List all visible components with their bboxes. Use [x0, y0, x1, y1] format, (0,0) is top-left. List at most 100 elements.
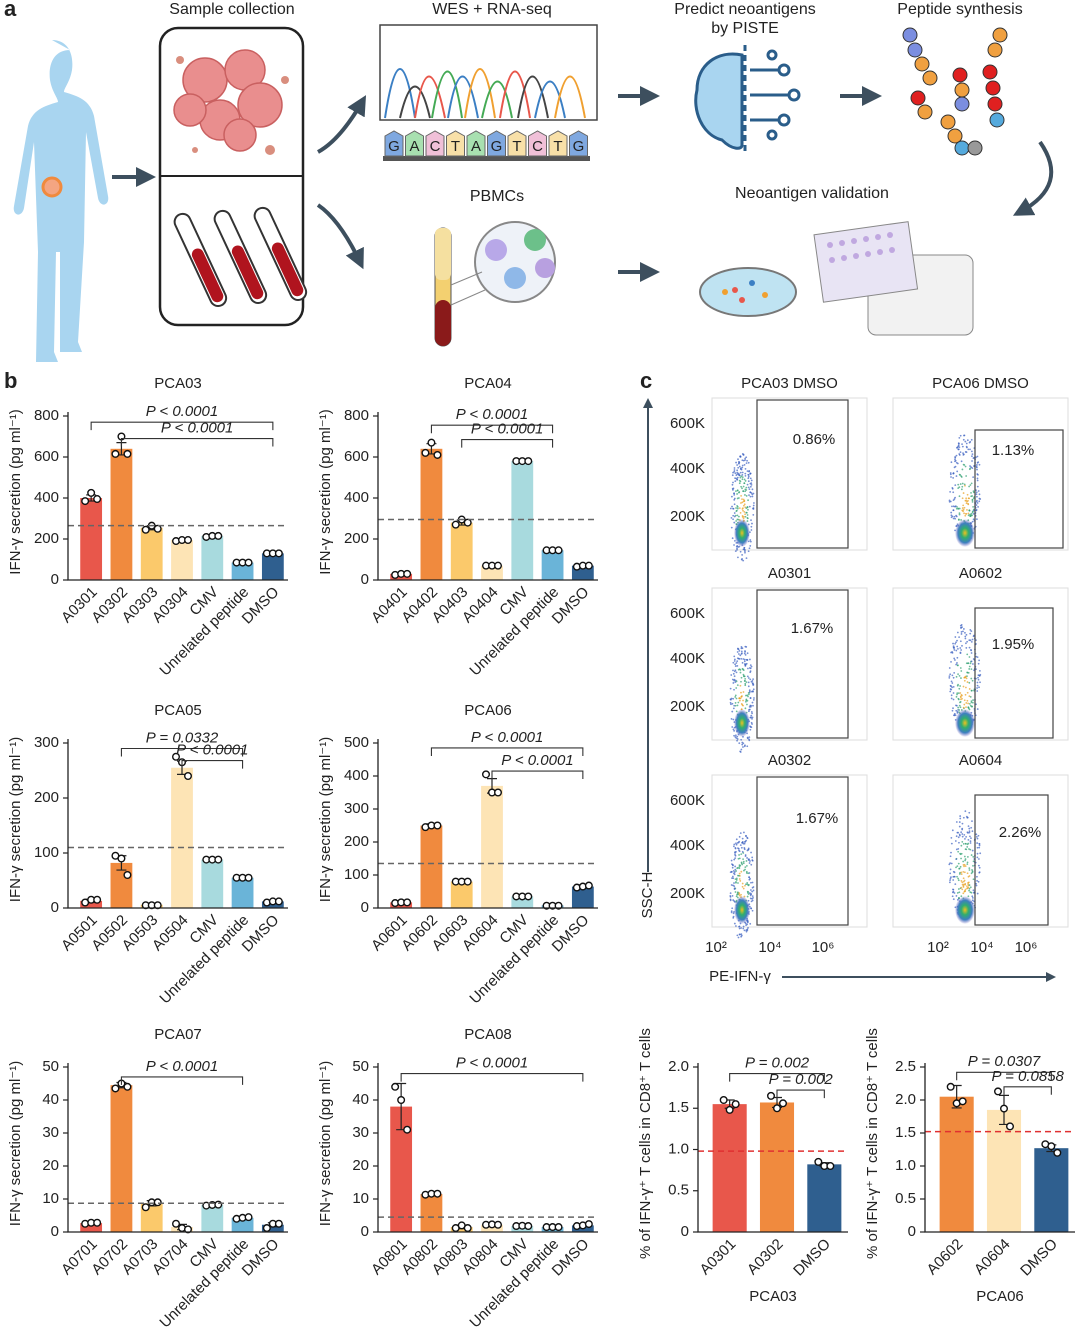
step-label: Neoantigen validation	[735, 185, 889, 202]
event-dot	[730, 526, 733, 529]
event-dot	[738, 649, 741, 652]
x-tick-label: DMSO	[1017, 1236, 1061, 1280]
event-dot	[964, 635, 967, 638]
y-tick-label: 40	[352, 1091, 369, 1108]
event-dot	[732, 518, 734, 521]
x-axis-label: PCA06	[976, 1288, 1024, 1305]
event-dot	[970, 652, 973, 654]
event-dot	[972, 491, 975, 494]
event-dot	[956, 506, 958, 508]
event-dot	[753, 502, 755, 504]
event-dot	[971, 455, 973, 458]
event-dot	[749, 728, 752, 731]
event-dot	[739, 654, 742, 657]
data-point	[946, 1082, 955, 1091]
event-dot	[959, 695, 962, 698]
event-dot	[747, 847, 750, 850]
event-dot	[952, 491, 955, 494]
bar	[420, 825, 443, 908]
event-dot	[959, 817, 962, 820]
event-dot	[963, 506, 966, 509]
event-dot	[948, 499, 951, 502]
event-dot	[735, 895, 738, 898]
event-dot	[742, 498, 745, 501]
event-dot	[957, 850, 960, 853]
event-dot	[971, 520, 974, 523]
event-dot	[748, 708, 750, 711]
event-dot	[748, 862, 751, 864]
data-point	[117, 854, 126, 863]
event-dot	[750, 483, 753, 486]
event-dot	[952, 698, 955, 701]
event-dot	[952, 505, 955, 508]
event-dot	[962, 892, 965, 895]
event-dot	[948, 676, 951, 679]
event-dot	[736, 704, 739, 707]
event-dot	[979, 498, 982, 500]
base-box	[446, 130, 465, 157]
event-dot	[740, 680, 742, 683]
event-dot	[750, 721, 753, 724]
gate	[756, 589, 849, 739]
event-dot	[976, 846, 979, 849]
event-dot	[957, 697, 960, 700]
event-dot	[733, 512, 736, 514]
event-dot	[738, 658, 741, 660]
significance-bracket	[430, 424, 554, 434]
data-point	[524, 892, 533, 901]
event-dot	[976, 842, 979, 844]
event-dot	[751, 495, 754, 498]
event-dot	[735, 879, 738, 881]
bar	[1034, 1148, 1069, 1232]
event-dot	[737, 648, 739, 650]
event-dot	[955, 649, 958, 652]
event-dot	[749, 705, 752, 708]
event-dot	[958, 867, 961, 870]
event-dot	[948, 863, 951, 866]
y-tick-label: 0	[361, 899, 369, 916]
event-dot	[736, 548, 738, 551]
event-dot	[741, 487, 743, 490]
event-dot	[738, 491, 741, 493]
y-tick-label: 400	[344, 767, 369, 784]
event-dot	[950, 680, 953, 683]
event-dot	[747, 499, 749, 502]
event-dot	[744, 550, 746, 553]
event-dot	[955, 848, 958, 851]
event-dot	[966, 885, 968, 888]
p-value: P = 0.0858	[991, 1068, 1064, 1085]
event-dot	[746, 895, 749, 898]
event-dot	[733, 871, 736, 873]
event-dot	[976, 468, 978, 471]
event-dot	[734, 669, 737, 672]
y-tick-label: 600K	[670, 792, 705, 809]
y-tick-label: 2.5	[895, 1058, 916, 1075]
significance-bracket	[776, 1089, 825, 1099]
event-dot	[735, 697, 738, 700]
event-dot	[750, 525, 753, 528]
event-dot	[750, 665, 753, 668]
event-dot	[736, 893, 738, 896]
event-dot	[749, 894, 752, 897]
event-dot	[750, 881, 752, 884]
base-box	[569, 130, 588, 157]
event-dot	[747, 891, 750, 893]
event-dot	[732, 877, 735, 880]
event-dot	[732, 481, 734, 484]
event-dot	[752, 507, 754, 510]
event-dot	[736, 547, 738, 550]
event-dot	[976, 477, 979, 480]
data-point	[451, 520, 460, 529]
event-dot	[735, 838, 738, 841]
event-dot	[736, 464, 739, 466]
event-dot	[965, 835, 968, 838]
event-dot	[749, 477, 752, 480]
event-dot	[970, 677, 973, 680]
event-dot	[740, 853, 743, 856]
event-dot	[972, 508, 975, 511]
event-dot	[748, 736, 751, 739]
event-dot	[745, 495, 748, 497]
event-dot	[968, 827, 971, 830]
event-dot	[737, 515, 740, 518]
event-dot	[976, 485, 979, 488]
